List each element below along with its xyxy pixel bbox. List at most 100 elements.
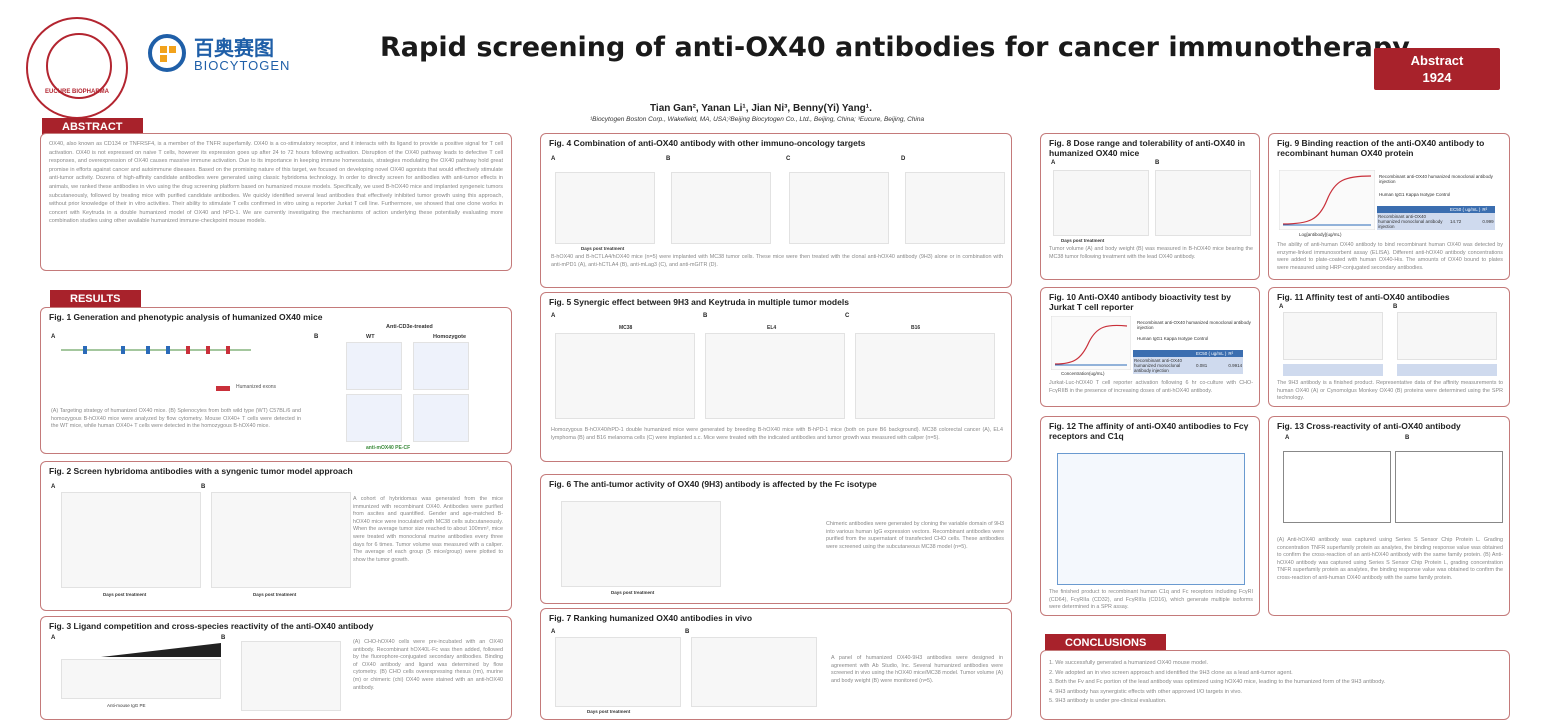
biocytogen-logo-cn: 百奥赛图: [194, 38, 274, 60]
fig10-table-cell: 0.9914: [1228, 363, 1243, 368]
fig10-table-header: EC50 ( ug/mL ): [1196, 351, 1227, 356]
fig2-xlabel-a: Days post treatment: [103, 592, 147, 597]
abstract-heading: ABSTRACT: [42, 118, 143, 137]
poster-title: Rapid screening of anti-OX40 antibodies …: [380, 32, 1410, 63]
fig3-xlabel: Anti-mouse IgG PE: [107, 703, 146, 708]
fig8-title: Fig. 8 Dose range and tolerability of an…: [1049, 138, 1246, 158]
fig7-label-b: B: [685, 629, 690, 635]
fig10-table-header: R²: [1228, 351, 1234, 356]
fig2-text: A cohort of hybridomas was generated fro…: [353, 496, 503, 563]
abstract-badge-number: 1924: [1422, 70, 1452, 85]
fig10-text: Jurkat-Luc-hOX40 T cell reporter activat…: [1049, 380, 1253, 394]
fig1-legend: Humanized exons: [236, 384, 277, 390]
fig1-label-a: A: [51, 334, 56, 340]
fig9-legend-1: Recombinant anti-OX40 humanized monoclon…: [1379, 174, 1493, 184]
conclusion-item: 2. We adopted an in vivo screen approach…: [1049, 669, 1293, 676]
fig1-text: (A) Targeting strategy of humanized OX40…: [51, 408, 301, 430]
fig3-flow-series: [61, 659, 221, 699]
fig4-label-a: A: [551, 156, 556, 162]
fig9-title: Fig. 9 Binding reaction of the anti-OX40…: [1277, 138, 1485, 158]
fig4-chart-d: [905, 172, 1005, 244]
fig9-legend-2: Human IgG1 Kappa Isotype Control: [1379, 192, 1451, 197]
fig2-title: Fig. 2 Screen hybridoma antibodies with …: [49, 466, 353, 476]
biocytogen-logo-mark: [148, 34, 186, 72]
abstract-text: OX40, also known as CD134 or TNFRSF4, is…: [49, 141, 503, 225]
fig11-label-a: A: [1279, 304, 1284, 310]
fig4-label-d: D: [901, 156, 906, 162]
fig1-header: Anti-CD3e-treated: [386, 324, 433, 330]
fig8-text: Tumor volume (A) and body weight (B) was…: [1049, 246, 1253, 260]
fig1-gene-diagram: [61, 346, 251, 391]
fig4-text: B-hOX40 and B-hCTLA4/hOX40 mice (n=5) we…: [551, 254, 1003, 268]
fig12-spr-grid: [1057, 453, 1245, 585]
fig7-title: Fig. 7 Ranking humanized OX40 antibodies…: [549, 613, 753, 623]
fig1-flow-plot: [346, 394, 402, 442]
fig2-label-a: A: [51, 484, 56, 490]
fig3-title: Fig. 3 Ligand competition and cross-spec…: [49, 621, 374, 631]
fig5-model-mc38: MC38: [619, 325, 633, 331]
fig4-chart-a: [555, 172, 655, 244]
fig1-flow-plot: [413, 342, 469, 390]
fig7-chart-b: [691, 637, 817, 707]
conclusions-heading: CONCLUSIONS: [1045, 634, 1167, 653]
fig6-chart: [561, 501, 721, 587]
fig3-label-b: B: [221, 635, 226, 641]
fig2-xlabel-b: Days post treatment: [253, 592, 297, 597]
fig5-chart-b16: [855, 333, 995, 419]
fig7-panel: Fig. 7 Ranking humanized OX40 antibodies…: [540, 608, 1012, 720]
fig4-panel: Fig. 4 Combination of anti-OX40 antibody…: [540, 133, 1012, 288]
fig13-label-a: A: [1285, 435, 1290, 441]
fig4-chart-c: [789, 172, 889, 244]
fig11-sensorgram-b: [1397, 312, 1497, 360]
fig10-table-cell: Recombinant anti-OX40 humanized monoclon…: [1134, 358, 1183, 373]
fig5-label-c: C: [845, 313, 850, 319]
fig6-panel: Fig. 6 The anti-tumor activity of OX40 (…: [540, 474, 1012, 604]
conclusion-item: 3. Both the Fv and Fc portion of the lea…: [1049, 679, 1386, 685]
fig11-sensorgram-a: [1283, 312, 1383, 360]
fig6-title: Fig. 6 The anti-tumor activity of OX40 (…: [549, 479, 877, 489]
fig1-col-homo: Homozygote: [433, 334, 466, 340]
fig10-ec50-table: EC50 ( ug/mL ) R² Recombinant anti-OX40 h…: [1133, 350, 1244, 374]
abstract-panel: OX40, also known as CD134 or TNFRSF4, is…: [40, 133, 512, 271]
fig1-flow-plot: [346, 342, 402, 390]
fig5-chart-mc38: [555, 333, 695, 419]
fig5-model-el4: EL4: [767, 325, 777, 331]
fig5-model-b16: B16: [911, 325, 921, 331]
fig10-title: Fig. 10 Anti-OX40 antibody bioactivity t…: [1049, 292, 1231, 312]
fig3-text: (A) CHO-hOX40 cells were pre-incubated w…: [353, 639, 503, 691]
fig13-chart-b: [1395, 451, 1503, 523]
fig10-sigmoid-chart: [1051, 316, 1131, 370]
fig9-table-cell: Recombinant anti-OX40 humanized monoclon…: [1378, 214, 1443, 229]
fig11-text: The 9H3 antibody is a finished product. …: [1277, 380, 1503, 402]
fig10-legend-2: Human IgG1 Kappa Isotype Control: [1137, 336, 1209, 341]
fig9-text: The ability of anti-human OX40 antibody …: [1277, 242, 1503, 271]
fig8-panel: Fig. 8 Dose range and tolerability of an…: [1040, 133, 1260, 280]
fig7-label-a: A: [551, 629, 556, 635]
fig11-table-b: [1397, 364, 1497, 376]
fig3-panel: Fig. 3 Ligand competition and cross-spec…: [40, 616, 512, 720]
fig2-chart-b: [211, 492, 351, 588]
fig5-text: Homozygous B-hOX40/hPD-1 double humanize…: [551, 427, 1003, 441]
fig13-text: (A) Anti-hOX40 antibody was captured usi…: [1277, 537, 1503, 581]
fig7-xlabel: Days post treatment: [587, 709, 631, 714]
fig10-xlabel: Concentration(ug/mL): [1061, 371, 1105, 376]
fig4-label-c: C: [786, 156, 791, 162]
fig11-table-a: [1283, 364, 1383, 376]
fig8-label-a: A: [1051, 160, 1056, 166]
fig4-title: Fig. 4 Combination of anti-OX40 antibody…: [549, 138, 866, 148]
fig7-text: A panel of humanized OX40-9H3 antibodies…: [831, 655, 1003, 684]
fig2-panel: Fig. 2 Screen hybridoma antibodies with …: [40, 461, 512, 611]
fig11-title: Fig. 11 Affinity test of anti-OX40 antib…: [1277, 292, 1450, 302]
fig6-text: Chimeric antibodies were generated by cl…: [826, 521, 1004, 550]
fig4-xlabel: Days post treatment: [581, 246, 625, 251]
results-heading: RESULTS: [50, 290, 141, 309]
fig2-label-b: B: [201, 484, 206, 490]
fig1-col-wt: WT: [366, 334, 375, 340]
fig5-label-b: B: [703, 313, 708, 319]
fig13-panel: Fig. 13 Cross-reactivity of anti-OX40 an…: [1268, 416, 1510, 616]
fig10-panel: Fig. 10 Anti-OX40 antibody bioactivity t…: [1040, 287, 1260, 407]
fig3-histograms: [241, 641, 341, 711]
fig1-title: Fig. 1 Generation and phenotypic analysi…: [49, 312, 323, 322]
fig8-chart-b: [1155, 170, 1251, 236]
fig8-xlabel: Days post treatment: [1061, 238, 1105, 243]
